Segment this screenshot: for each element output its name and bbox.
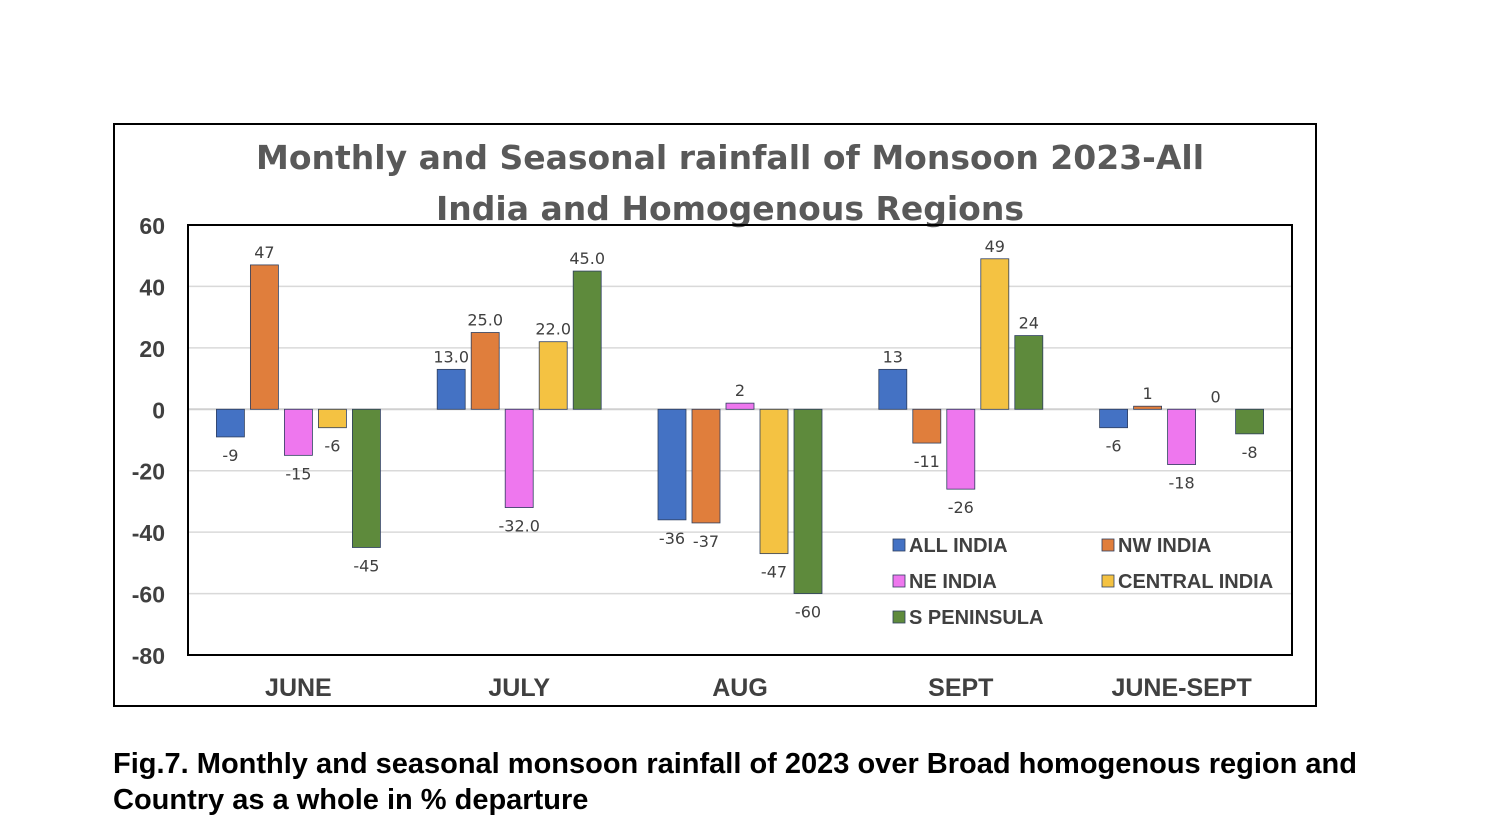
bar: [436, 368, 466, 410]
data-label: 1: [1143, 384, 1153, 403]
legend-label: S PENINSULA: [909, 607, 1043, 629]
bar: [1167, 408, 1196, 465]
y-tick-label: -80: [132, 643, 165, 669]
bar: [980, 258, 1010, 410]
data-label: 13: [883, 347, 903, 366]
legend-label: CENTRAL INDIA: [1118, 571, 1273, 593]
bar: [351, 408, 381, 548]
legend-label: NW INDIA: [1118, 535, 1211, 557]
bar: [470, 332, 500, 410]
x-category-label: JULY: [488, 674, 550, 702]
x-category-label: SEPT: [928, 674, 993, 702]
chart-title-line: India and Homogenous Regions: [436, 189, 1024, 228]
bar-chart: Monthly and Seasonal rainfall of Monsoon…: [132, 138, 1293, 702]
data-label: -60: [795, 603, 821, 622]
data-label: -6: [1106, 437, 1122, 456]
bar: [283, 408, 313, 456]
bar: [317, 408, 347, 429]
data-label: -47: [761, 563, 787, 582]
data-label: -9: [222, 446, 238, 465]
x-category-label: JUNE-SEPT: [1111, 674, 1251, 702]
chart-title-line: Monthly and Seasonal rainfall of Monsoon…: [256, 138, 1204, 177]
y-tick-label: 20: [139, 336, 165, 362]
legend-swatch: [1101, 538, 1115, 552]
data-label: -8: [1242, 443, 1258, 462]
bar: [657, 408, 687, 521]
bar: [793, 408, 823, 594]
x-category-label: AUG: [712, 674, 768, 702]
data-label: -37: [693, 532, 719, 551]
data-label: -15: [285, 464, 311, 483]
data-label: 47: [254, 243, 274, 262]
legend-swatch: [892, 574, 906, 588]
bar: [249, 264, 279, 410]
figure-caption: Fig.7. Monthly and seasonal monsoon rain…: [113, 748, 1357, 816]
data-label: -26: [948, 498, 974, 517]
bar: [878, 368, 908, 410]
data-label: 13.0: [433, 347, 469, 366]
data-label: 49: [985, 237, 1005, 256]
bar: [1014, 335, 1044, 410]
y-tick-label: 0: [152, 397, 165, 423]
data-label: -18: [1169, 474, 1195, 493]
plot-area-border: [187, 224, 1293, 656]
legend-swatch: [892, 610, 906, 624]
bar: [504, 408, 534, 508]
data-label: -6: [324, 437, 340, 456]
data-label: -45: [353, 557, 379, 576]
data-label: 2: [735, 381, 745, 400]
bar: [572, 270, 602, 410]
bar: [912, 408, 942, 444]
y-tick-label: -60: [132, 582, 165, 608]
y-tick-label: 40: [139, 274, 165, 300]
data-label: 45.0: [569, 249, 605, 268]
y-tick-label: 60: [139, 213, 165, 239]
bar: [946, 408, 976, 490]
x-category-label: JUNE: [265, 674, 332, 702]
bar: [691, 408, 721, 524]
chart-frame: Monthly and Seasonal rainfall of Monsoon…: [113, 123, 1317, 707]
data-label: -32.0: [498, 517, 539, 536]
bar: [759, 408, 789, 555]
bar: [1099, 408, 1128, 429]
data-label: -36: [659, 529, 685, 548]
bar: [216, 408, 245, 438]
data-label: -11: [914, 452, 940, 471]
data-label: 25.0: [467, 311, 503, 330]
bar: [1235, 408, 1264, 435]
data-label: 22.0: [535, 320, 571, 339]
bar: [1133, 405, 1162, 410]
legend-label: NE INDIA: [909, 571, 997, 593]
data-label: 0: [1211, 387, 1221, 406]
bar: [725, 402, 755, 410]
legend-swatch: [1101, 574, 1115, 588]
bar: [538, 341, 568, 410]
data-label: 24: [1019, 314, 1039, 333]
y-tick-label: -40: [132, 520, 165, 546]
legend-label: ALL INDIA: [909, 535, 1008, 557]
y-tick-label: -20: [132, 459, 165, 485]
legend-swatch: [892, 538, 906, 552]
